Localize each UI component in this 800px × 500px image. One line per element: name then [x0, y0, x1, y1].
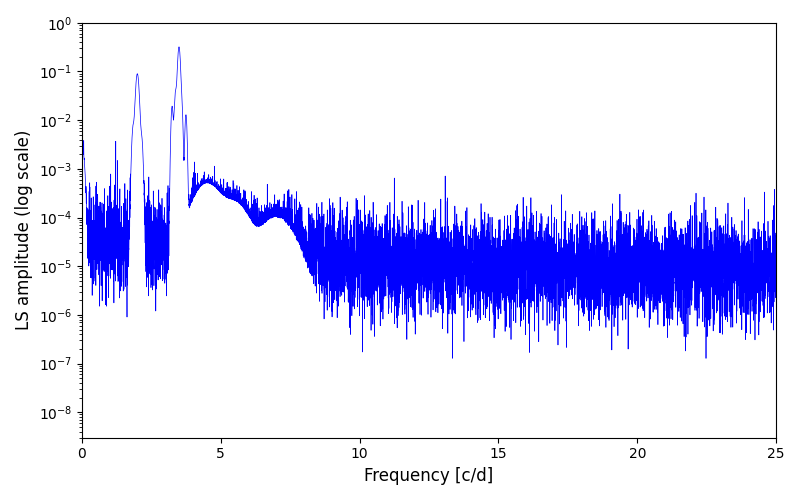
Y-axis label: LS amplitude (log scale): LS amplitude (log scale) — [15, 130, 33, 330]
X-axis label: Frequency [c/d]: Frequency [c/d] — [364, 467, 494, 485]
